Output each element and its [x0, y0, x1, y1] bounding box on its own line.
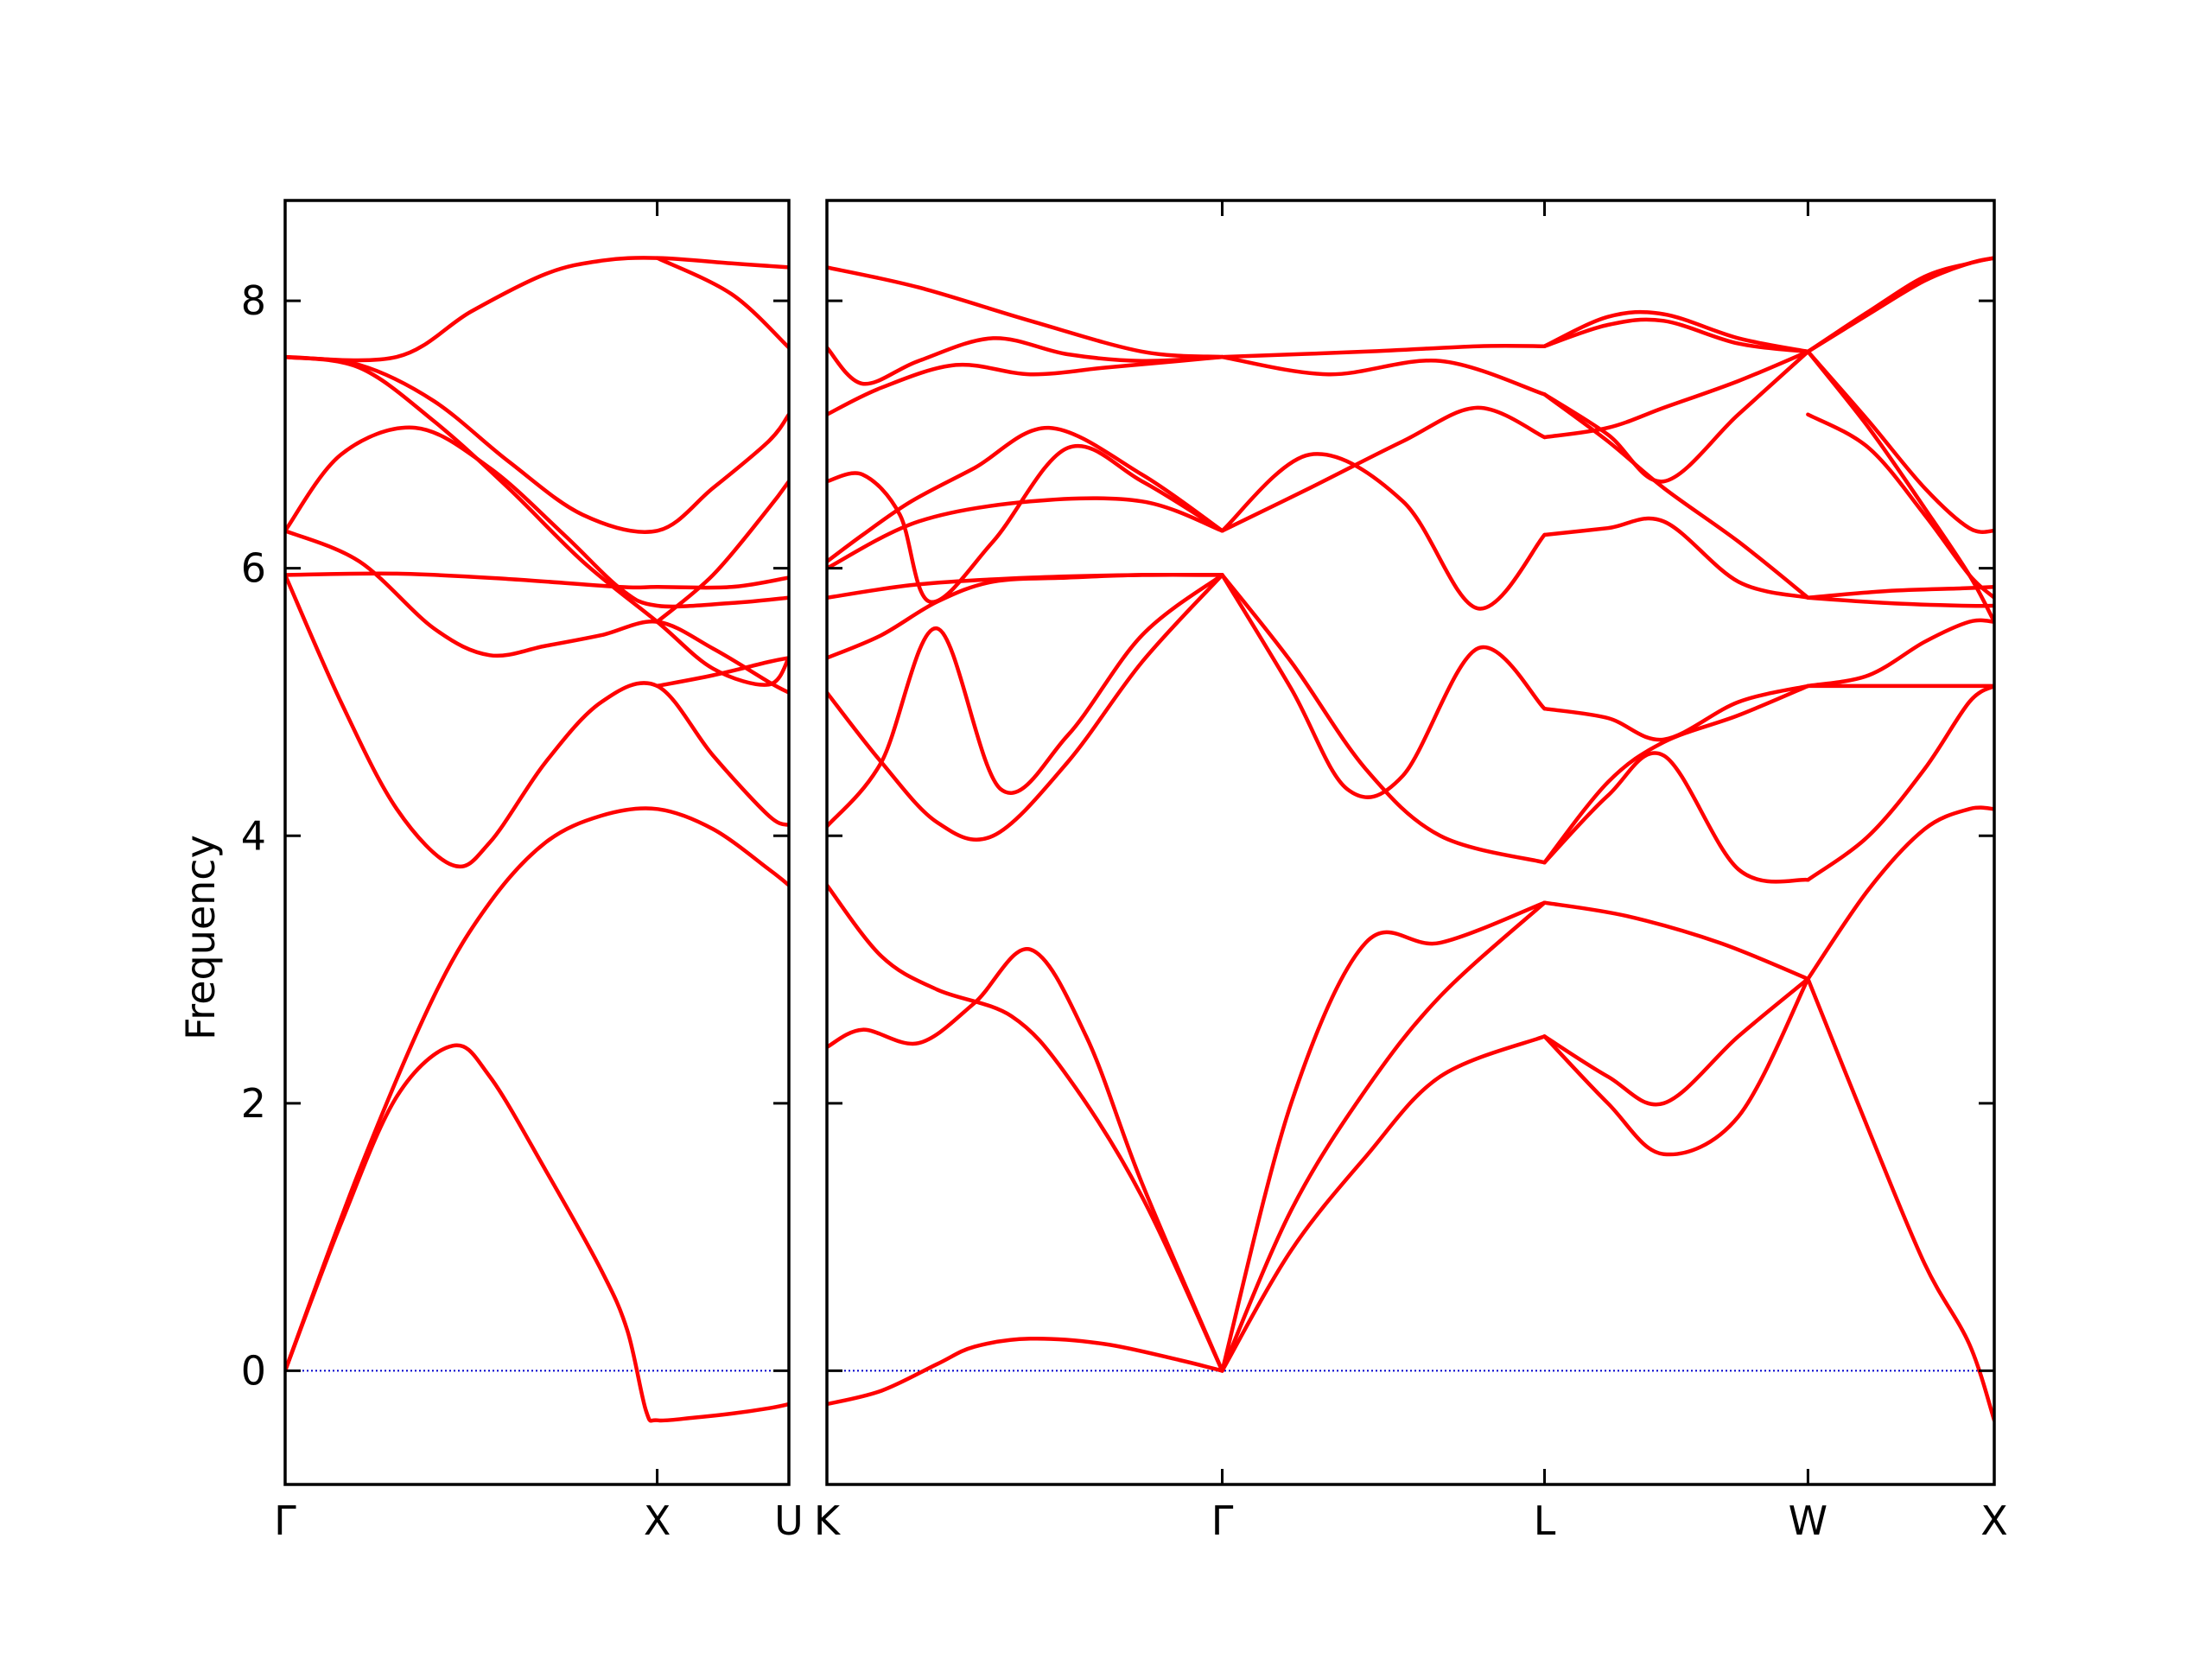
band-line-19 [827, 425, 1224, 564]
x-tick-label-4: Γ [1211, 1497, 1234, 1544]
band-line-2 [285, 573, 789, 869]
band-line-32 [1220, 354, 1547, 397]
band-line-0 [285, 1043, 789, 1423]
band-line-34 [1542, 976, 1810, 1107]
band-line-25 [1220, 900, 1547, 1373]
panel-frame [283, 199, 791, 1486]
band-line-26 [1220, 900, 1547, 1373]
band-line-52 [1806, 595, 1994, 608]
band-line-45 [1542, 317, 1810, 354]
band-line-54 [1806, 349, 1994, 534]
band-line-57 [1806, 412, 1994, 600]
band-line-33 [1220, 344, 1547, 359]
band-line-9 [655, 256, 789, 350]
band-line-3 [285, 529, 789, 695]
band-line-55 [1806, 256, 1994, 354]
band-line-23 [827, 265, 1224, 359]
band-line-8 [285, 256, 789, 363]
x-tick-label-3: K [814, 1497, 842, 1544]
x-tick-label-2: U [774, 1497, 804, 1544]
band-line-18 [827, 572, 1224, 600]
band-line-35 [1542, 976, 1810, 1157]
band-line-12 [827, 1336, 1224, 1407]
band-line-43 [1542, 349, 1810, 484]
band-line-14 [827, 883, 1224, 1373]
y-tick-label: 6 [241, 545, 266, 592]
band-line-7 [285, 354, 789, 534]
band-line-24 [827, 496, 1224, 570]
band-line-4 [285, 571, 789, 590]
band-line-48 [1806, 683, 1994, 882]
band-line-27 [1220, 1034, 1547, 1373]
plot-panel-k-gamma-l-w-x [825, 199, 1996, 1486]
band-line-41 [1542, 392, 1810, 600]
band-line-28 [1220, 573, 1547, 799]
band-line-56 [1806, 256, 1994, 354]
y-tick-label: 2 [241, 1080, 266, 1127]
band-line-10 [655, 656, 789, 689]
band-line-6 [285, 354, 789, 687]
plot-panel-gamma-x-u [283, 199, 791, 1486]
band-line-22 [827, 336, 1224, 386]
y-axis-label: Frequency [177, 835, 224, 1040]
band-line-13 [827, 947, 1224, 1373]
band-line-30 [1220, 452, 1547, 611]
band-line-50 [1806, 618, 1994, 689]
band-line-38 [1542, 751, 1810, 884]
band-group [285, 256, 789, 1423]
band-line-47 [1806, 805, 1994, 982]
band-line-16 [827, 573, 1224, 842]
x-tick-label-6: W [1789, 1497, 1827, 1544]
x-tick-label-0: Γ [274, 1497, 296, 1544]
band-line-20 [827, 443, 1224, 604]
band-group [827, 256, 1994, 1422]
x-tick-label-5: L [1534, 1497, 1556, 1544]
band-line-39 [1542, 683, 1810, 742]
band-line-5 [285, 425, 789, 609]
band-line-31 [1220, 405, 1547, 533]
band-line-21 [827, 354, 1224, 416]
band-line-1 [285, 806, 789, 1373]
y-tick-label: 4 [241, 812, 266, 859]
band-line-15 [827, 573, 1224, 829]
band-line-36 [1542, 900, 1810, 982]
band-line-37 [1542, 683, 1810, 865]
x-tick-label-7: X [1980, 1497, 2008, 1544]
band-line-29 [1220, 573, 1547, 865]
band-line-40 [1542, 516, 1810, 600]
y-tick-label: 0 [241, 1347, 266, 1394]
panel-frame [825, 199, 1996, 1486]
band-line-11 [655, 479, 789, 624]
band-line-42 [1542, 349, 1810, 440]
band-line-44 [1542, 309, 1810, 354]
x-tick-label-1: X [644, 1497, 671, 1544]
y-tick-label: 8 [241, 277, 266, 324]
band-line-51 [1806, 585, 1994, 600]
band-line-46 [1806, 976, 1994, 1422]
